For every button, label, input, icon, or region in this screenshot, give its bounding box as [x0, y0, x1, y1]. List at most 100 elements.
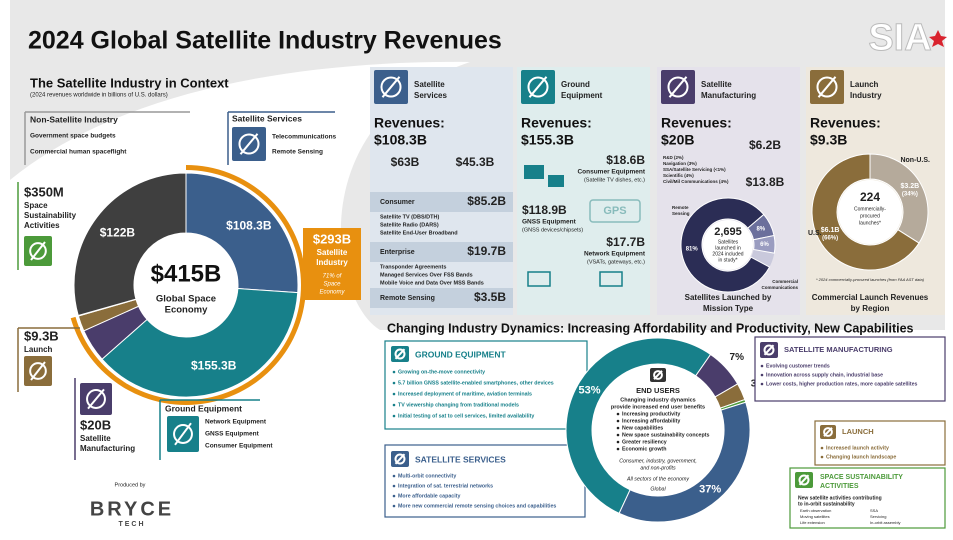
label: $9.3B [810, 132, 847, 148]
label: $293B [313, 231, 351, 246]
segment-label: 37% [699, 483, 721, 495]
label: Ground Equipment [165, 403, 242, 413]
bullet-text: Multi-orbit connectivity [398, 473, 456, 479]
label: SATELLITE SERVICES [415, 454, 506, 464]
label: Global Space [156, 294, 216, 305]
label: Enterprise [380, 249, 415, 256]
label: GROUND EQUIPMENT [415, 349, 506, 359]
label: $350M [24, 184, 64, 199]
label: Satellites [718, 239, 739, 245]
label: SATELLITE MANUFACTURING [784, 345, 893, 354]
icon-glyph [381, 76, 401, 98]
bullet [616, 426, 620, 430]
label: SPACE SUSTAINABILITY [820, 474, 903, 481]
bullet-text: 5.7 billion GNSS satellite-enabled smart… [398, 380, 554, 386]
house-icon [524, 165, 544, 179]
label: $20B [661, 132, 694, 148]
donut-segment [680, 197, 771, 293]
label: Revenues: [521, 115, 592, 131]
label: Space [24, 201, 48, 210]
label: Non-U.S. [900, 157, 930, 164]
dyn-box [789, 467, 946, 529]
bullet-text: Initial testing of sat to cell services,… [398, 413, 534, 419]
group-bar [370, 192, 513, 212]
label: $18.6B [606, 153, 645, 167]
segment-label: 53% [579, 384, 601, 396]
icon-glyph [798, 474, 810, 486]
label: Activities [24, 221, 60, 230]
label: Satellite [414, 80, 445, 89]
bullet-text: Growing on-the-move connectivity [398, 369, 485, 375]
bullet-text: Lower costs, higher production rates, mo… [766, 381, 917, 387]
label: (2024 revenues worldwide in billions of … [30, 93, 168, 99]
label: to in-orbit sustainability [798, 501, 855, 507]
donut-segment [618, 401, 751, 523]
bullet [392, 414, 396, 418]
label: provide increased end user benefits [611, 404, 705, 410]
icon-glyph [527, 76, 549, 98]
label: Industry [316, 258, 348, 267]
label: (VSATs, gateways, etc.) [587, 259, 645, 265]
bullet [392, 474, 396, 478]
icon-glyph [394, 348, 406, 360]
section-title: The Satellite Industry in Context [30, 75, 229, 90]
bullet [760, 364, 764, 368]
bullet-text: Increasing affordability [622, 418, 680, 424]
bullet [392, 403, 396, 407]
bullet-text: Evolving customer trends [766, 363, 830, 369]
label: Consumer [380, 199, 415, 206]
label: $155.3B [521, 132, 574, 148]
bullet-text: Increased deployment of maritime, aviati… [398, 391, 532, 397]
label: Economy [319, 290, 345, 296]
label: Global [650, 486, 666, 492]
label: $3.2B [901, 183, 920, 190]
bullet [616, 419, 620, 423]
label: Network Equipment [205, 419, 267, 426]
label: Telecommunications [272, 134, 337, 141]
label: procured [860, 213, 880, 219]
label: $85.2B [467, 194, 506, 208]
label: Launch [850, 80, 879, 89]
label: Sustainability [24, 211, 77, 220]
label: Life extension [800, 520, 825, 525]
bullet [392, 370, 396, 374]
label: In-orbit assembly [870, 520, 900, 525]
label: $63B [391, 155, 420, 169]
label: $6.1B [821, 227, 840, 234]
label: $45.3B [456, 155, 495, 169]
total: $415B [151, 260, 222, 287]
bullet-text: TV viewership changing from traditional … [398, 402, 519, 408]
label: $13.8B [746, 175, 785, 189]
segment-label: $108.3B [226, 218, 272, 232]
logo-star [929, 30, 947, 47]
bullet [820, 446, 824, 450]
bullet-text: Integration of sat. terrestrial networks [398, 483, 493, 489]
logo: SIA [868, 17, 931, 59]
bullet [616, 433, 620, 437]
label: (GNSS devices/chipsets) [522, 227, 583, 233]
label: $9.3B [24, 328, 59, 343]
section-title: Changing Industry Dynamics: Increasing A… [387, 321, 914, 335]
label: Remote Sensing [272, 149, 323, 156]
label: Mobile Voice and Data Over MSS Bands [380, 280, 484, 286]
bullet [616, 440, 620, 444]
label: Servicing [870, 514, 886, 519]
label: 8% [756, 227, 765, 233]
label: and non-profits [640, 465, 676, 471]
icon-glyph [86, 389, 106, 409]
label: Economy [165, 305, 208, 316]
donut-segment [185, 172, 299, 294]
bullet [392, 392, 396, 396]
icon-glyph [823, 427, 833, 437]
label: Equipment [561, 91, 603, 100]
label: Remote Sensing [380, 295, 435, 302]
label: Earth observation [800, 508, 831, 513]
label: (34%) [902, 192, 918, 198]
icon-glyph [380, 76, 402, 98]
bullet-text: More affordable capacity [398, 493, 460, 499]
label: launched in [715, 245, 741, 251]
label: Moving satellites [800, 514, 830, 519]
label: Commercial [772, 279, 798, 284]
label: Ground [561, 80, 590, 89]
